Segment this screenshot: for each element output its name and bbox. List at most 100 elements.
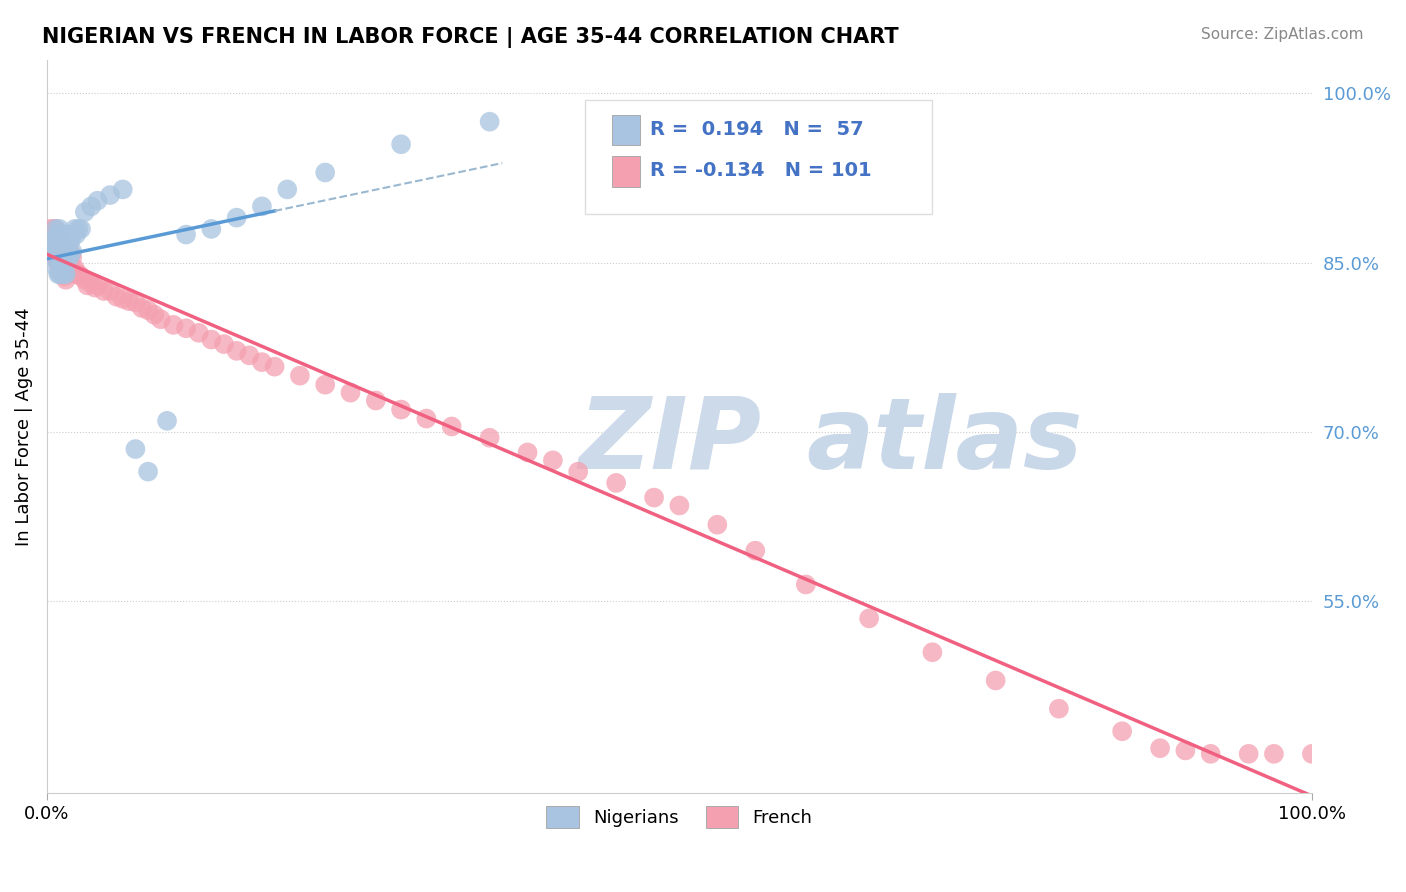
Point: [46, 239, 69, 253]
Point: [45, 244, 67, 259]
Point: [1199, 747, 1222, 761]
Point: [478, 431, 501, 445]
Point: [478, 114, 501, 128]
Point: [44, 227, 66, 242]
Point: [314, 377, 336, 392]
Text: Source: ZipAtlas.com: Source: ZipAtlas.com: [1201, 27, 1364, 42]
Point: [105, 290, 128, 304]
Point: [41, 227, 63, 242]
Point: [93, 284, 115, 298]
Point: [339, 385, 361, 400]
Point: [45, 250, 67, 264]
Point: [212, 337, 235, 351]
Point: [250, 355, 273, 369]
Point: [276, 182, 298, 196]
Point: [70, 222, 93, 236]
Point: [200, 333, 222, 347]
FancyBboxPatch shape: [585, 100, 932, 214]
Point: [48, 258, 70, 272]
Point: [238, 348, 260, 362]
Point: [55, 242, 77, 256]
Point: [46, 233, 69, 247]
Point: [668, 499, 690, 513]
Y-axis label: In Labor Force | Age 35-44: In Labor Force | Age 35-44: [15, 307, 32, 546]
Point: [187, 326, 209, 340]
Point: [42, 244, 65, 259]
Point: [73, 205, 96, 219]
Point: [59, 246, 82, 260]
Point: [364, 393, 387, 408]
Point: [174, 321, 197, 335]
FancyBboxPatch shape: [613, 115, 640, 145]
Point: [76, 278, 98, 293]
Point: [46, 227, 69, 242]
Point: [60, 265, 83, 279]
Point: [59, 233, 82, 247]
Point: [42, 244, 65, 259]
Point: [60, 227, 83, 242]
Point: [67, 267, 90, 281]
Point: [55, 250, 77, 264]
Point: [45, 222, 67, 236]
Point: [516, 445, 538, 459]
Point: [118, 294, 141, 309]
Point: [46, 253, 69, 268]
Point: [55, 258, 77, 272]
Point: [84, 280, 107, 294]
Point: [46, 261, 69, 276]
Point: [53, 269, 76, 284]
Point: [46, 256, 69, 270]
Point: [52, 239, 75, 253]
Point: [51, 263, 73, 277]
Point: [156, 414, 179, 428]
Point: [52, 267, 75, 281]
Point: [39, 227, 62, 242]
Point: [45, 239, 67, 253]
Point: [80, 276, 103, 290]
Point: [55, 267, 77, 281]
Point: [58, 261, 80, 276]
Point: [52, 256, 75, 270]
Text: ZIP: ZIP: [578, 392, 761, 490]
Point: [48, 267, 70, 281]
Point: [1174, 743, 1197, 757]
Point: [288, 368, 311, 383]
Point: [49, 261, 72, 276]
Point: [143, 308, 166, 322]
Point: [225, 211, 247, 225]
Point: [53, 258, 76, 272]
Point: [45, 222, 67, 236]
FancyBboxPatch shape: [613, 156, 640, 186]
Point: [124, 442, 146, 456]
Point: [86, 194, 108, 208]
Point: [42, 233, 65, 247]
Point: [59, 256, 82, 270]
Point: [65, 267, 87, 281]
Point: [58, 244, 80, 259]
Point: [858, 611, 880, 625]
Point: [52, 250, 75, 264]
Point: [250, 199, 273, 213]
Point: [65, 227, 87, 242]
Point: [200, 222, 222, 236]
Point: [59, 250, 82, 264]
Point: [415, 411, 437, 425]
Point: [46, 227, 69, 242]
Text: R = -0.134   N = 101: R = -0.134 N = 101: [651, 161, 872, 180]
Point: [53, 250, 76, 264]
Point: [567, 465, 589, 479]
Point: [162, 318, 184, 332]
Point: [46, 244, 69, 259]
Text: NIGERIAN VS FRENCH IN LABOR FORCE | AGE 35-44 CORRELATION CHART: NIGERIAN VS FRENCH IN LABOR FORCE | AGE …: [42, 27, 898, 48]
Point: [149, 312, 172, 326]
Point: [314, 165, 336, 179]
Point: [56, 233, 79, 247]
Point: [53, 267, 76, 281]
Point: [48, 256, 70, 270]
Point: [42, 250, 65, 264]
Point: [98, 284, 121, 298]
Point: [136, 303, 159, 318]
Point: [225, 343, 247, 358]
Point: [48, 222, 70, 236]
Point: [80, 199, 103, 213]
